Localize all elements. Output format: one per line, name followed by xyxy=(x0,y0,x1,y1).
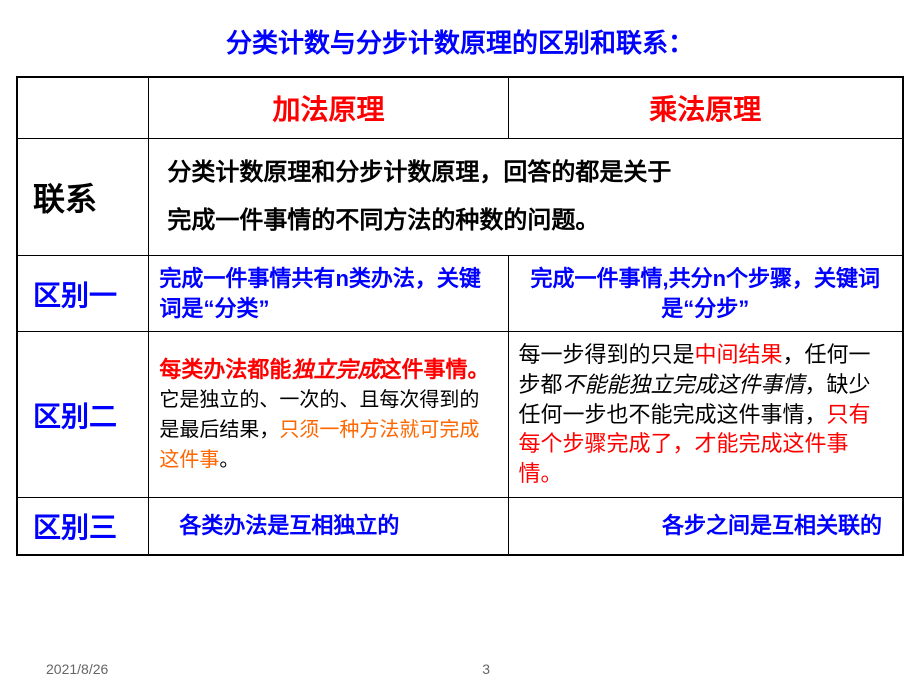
page-number: 3 xyxy=(482,661,490,677)
diff2-row: 区别二 每类办法都能独立完成这件事情。它是独立的、一次的、且每次得到的是最后结果… xyxy=(17,332,903,497)
footer-date: 2021/8/26 xyxy=(46,661,108,677)
diff3-label: 区别三 xyxy=(17,497,149,555)
diff2-left: 每类办法都能独立完成这件事情。它是独立的、一次的、且每次得到的是最后结果，只须一… xyxy=(149,332,508,497)
header-multiplication: 乘法原理 xyxy=(508,77,903,139)
diff1-label: 区别一 xyxy=(17,256,149,332)
diff2-right: 每一步得到的只是中间结果，任何一步都不能能独立完成这件事情，缺少任何一步也不能完… xyxy=(508,332,903,497)
page-title: 分类计数与分步计数原理的区别和联系： xyxy=(0,0,920,76)
connection-row: 联系 分类计数原理和分步计数原理，回答的都是关于 完成一件事情的不同方法的种数的… xyxy=(17,139,903,256)
connection-label: 联系 xyxy=(17,139,149,256)
diff1-left: 完成一件事情共有n类办法，关键词是“分类” xyxy=(149,256,508,332)
diff3-row: 区别三 各类办法是互相独立的 各步之间是互相关联的 xyxy=(17,497,903,555)
diff2-label: 区别二 xyxy=(17,332,149,497)
diff3-left: 各类办法是互相独立的 xyxy=(149,497,508,555)
diff1-row: 区别一 完成一件事情共有n类办法，关键词是“分类” 完成一件事情,共分n个步骤，… xyxy=(17,256,903,332)
connection-content: 分类计数原理和分步计数原理，回答的都是关于 完成一件事情的不同方法的种数的问题。 xyxy=(149,139,903,256)
table-header-row: 加法原理 乘法原理 xyxy=(17,77,903,139)
header-empty-cell xyxy=(17,77,149,139)
diff3-right: 各步之间是互相关联的 xyxy=(508,497,903,555)
header-addition: 加法原理 xyxy=(149,77,508,139)
diff1-right: 完成一件事情,共分n个步骤，关键词是“分步” xyxy=(508,256,903,332)
comparison-table: 加法原理 乘法原理 联系 分类计数原理和分步计数原理，回答的都是关于 完成一件事… xyxy=(16,76,904,556)
